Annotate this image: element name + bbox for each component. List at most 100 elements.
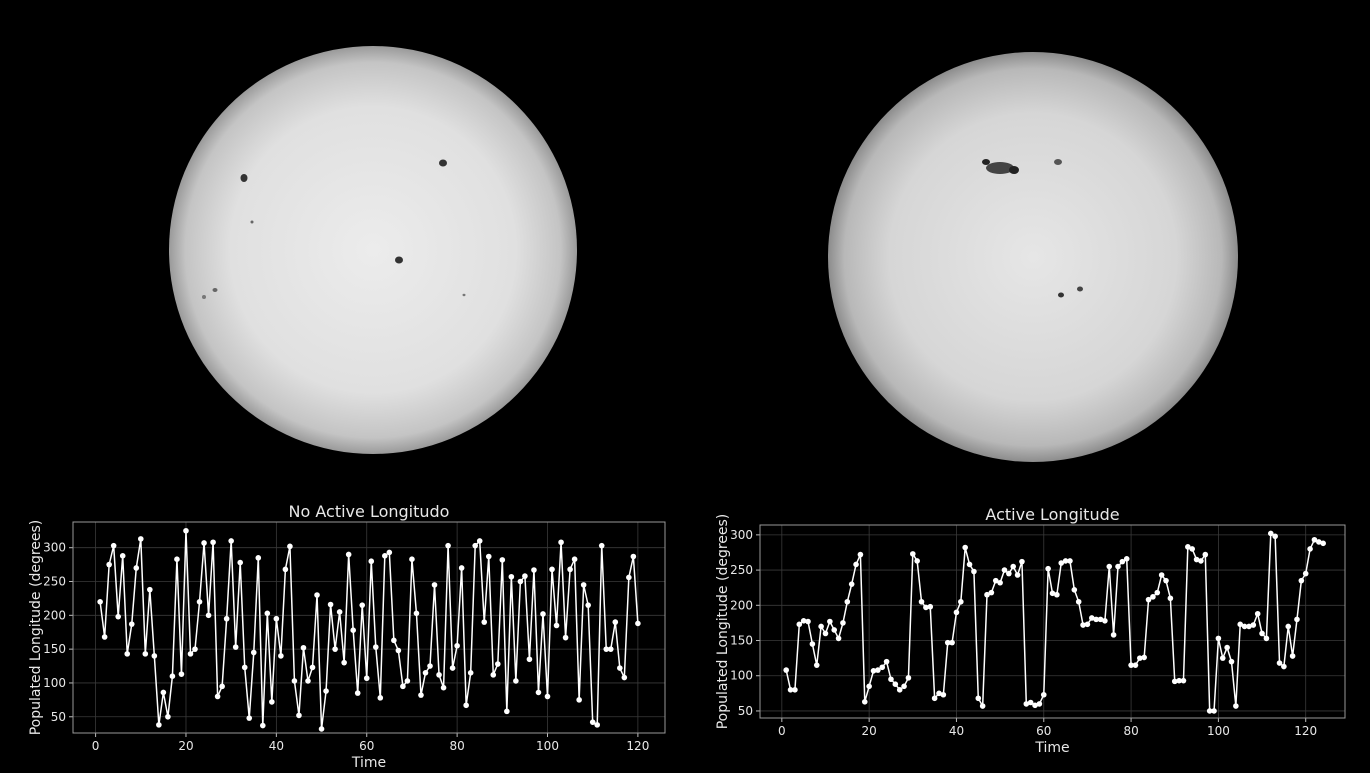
data-point	[441, 685, 447, 691]
data-point	[486, 554, 492, 560]
data-point	[260, 723, 266, 729]
y-tick-label: 50	[738, 704, 753, 718]
sunspot	[463, 294, 466, 296]
data-point	[246, 715, 252, 721]
y-tick-label: 200	[43, 608, 66, 622]
sunspot	[213, 288, 218, 292]
data-point	[228, 538, 234, 544]
data-point	[224, 616, 230, 622]
data-point	[971, 569, 977, 575]
data-point	[1198, 558, 1204, 564]
x-tick-label: 40	[949, 724, 964, 738]
data-point	[1159, 572, 1165, 578]
data-point	[599, 543, 605, 549]
data-point	[364, 675, 370, 681]
y-tick-label: 100	[43, 676, 66, 690]
data-point	[296, 713, 302, 719]
y-tick-label: 250	[730, 563, 753, 577]
data-point	[1015, 572, 1021, 578]
data-point	[192, 646, 198, 652]
data-point	[617, 665, 623, 671]
data-point	[527, 656, 533, 662]
data-point	[831, 627, 837, 633]
y-tick-label: 150	[43, 642, 66, 656]
data-point	[287, 544, 293, 550]
data-point	[823, 631, 829, 637]
data-point	[932, 695, 938, 701]
data-point	[1229, 659, 1235, 665]
data-point	[1111, 632, 1117, 638]
y-tick-label: 300	[730, 528, 753, 542]
data-point	[967, 562, 973, 568]
data-point	[783, 667, 789, 673]
data-point	[1303, 571, 1309, 577]
sun-image-right	[828, 52, 1238, 462]
sunspot	[202, 295, 206, 299]
data-point	[1141, 655, 1147, 661]
data-point	[188, 651, 194, 657]
y-tick-label: 150	[730, 634, 753, 648]
data-point	[840, 620, 846, 626]
data-point	[368, 558, 374, 564]
data-point	[450, 665, 456, 671]
data-point	[1281, 664, 1287, 670]
data-point	[1037, 701, 1043, 707]
data-point	[836, 636, 842, 642]
data-point	[897, 687, 903, 693]
data-point	[490, 672, 496, 678]
data-point	[269, 699, 275, 705]
data-point	[481, 619, 487, 625]
x-tick-label: 20	[862, 724, 877, 738]
sun-disk	[169, 46, 577, 454]
data-point	[1290, 653, 1296, 659]
data-point	[1041, 692, 1047, 698]
data-point	[242, 665, 248, 671]
chart-title: Active Longitude	[985, 505, 1119, 524]
data-point	[1124, 556, 1130, 562]
data-point	[1216, 636, 1222, 642]
x-axis-label: Time	[1034, 740, 1069, 756]
data-point	[201, 540, 207, 546]
data-point	[459, 565, 465, 571]
data-point	[111, 543, 117, 549]
data-point	[346, 552, 352, 558]
data-point	[1264, 636, 1270, 642]
data-point	[1002, 567, 1008, 573]
data-point	[1085, 622, 1091, 628]
data-point	[941, 692, 947, 698]
sun-disk	[828, 52, 1238, 462]
data-point	[1220, 655, 1226, 661]
screen: 50100150200250300020406080100120No Activ…	[0, 0, 1370, 773]
data-point	[305, 678, 311, 684]
y-tick-label: 200	[730, 598, 753, 612]
sunspot	[1009, 166, 1019, 174]
data-point	[414, 610, 420, 616]
data-point	[1045, 566, 1051, 572]
data-point	[531, 567, 537, 573]
data-point	[796, 622, 802, 628]
data-point	[500, 557, 506, 563]
data-point	[283, 567, 289, 573]
data-point	[814, 662, 820, 668]
data-point	[1277, 660, 1283, 666]
data-point	[319, 726, 325, 732]
data-point	[328, 602, 334, 608]
x-tick-label: 120	[1294, 724, 1317, 738]
data-point	[581, 582, 587, 588]
data-point	[170, 673, 176, 679]
data-point	[901, 684, 907, 690]
data-point	[1102, 618, 1108, 624]
data-point	[884, 659, 890, 665]
data-point	[554, 623, 560, 629]
data-point	[400, 684, 406, 690]
x-tick-label: 60	[359, 739, 374, 753]
data-point	[1224, 645, 1230, 651]
data-point	[858, 552, 864, 558]
data-point	[572, 556, 578, 562]
data-point	[635, 621, 641, 627]
data-point	[102, 634, 108, 640]
sun-image-left	[169, 46, 577, 454]
data-point	[427, 663, 433, 669]
data-point	[1067, 558, 1073, 564]
data-point	[792, 687, 798, 693]
